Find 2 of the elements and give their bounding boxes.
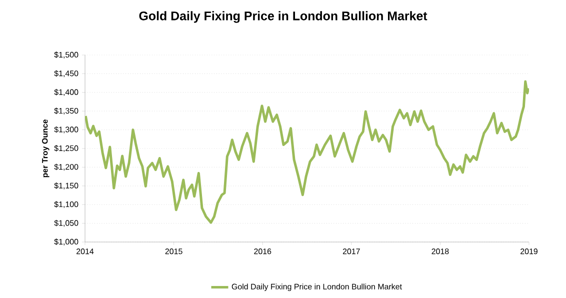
- line-series: [85, 80, 530, 224]
- chart-title: Gold Daily Fixing Price in London Bullion Market: [139, 11, 428, 23]
